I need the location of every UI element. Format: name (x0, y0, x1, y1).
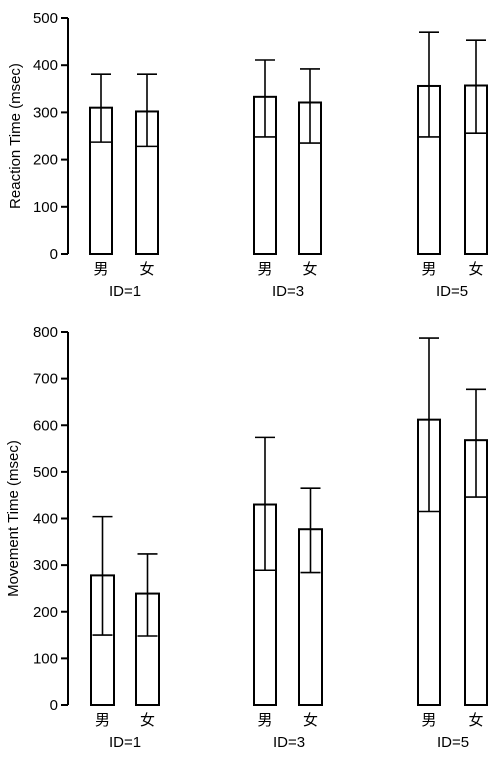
category-label: 男 (421, 261, 436, 278)
y-tick-label: 400 (33, 57, 58, 74)
y-tick-label: 600 (33, 417, 58, 434)
category-label: 女 (468, 711, 483, 729)
y-tick-label: 800 (33, 324, 58, 341)
bar-group-1: 男 女 ID=1 (90, 515, 160, 751)
group-label: ID=1 (109, 734, 141, 751)
category-label: 男 (93, 261, 108, 278)
y-tick-label: 100 (33, 650, 58, 667)
y-tick-label: 300 (33, 104, 58, 121)
bar-group-1: 男 女 ID=1 (89, 73, 159, 300)
y-tick-label: 300 (33, 557, 58, 574)
y-tick-label: 400 (33, 511, 58, 528)
y-tick-label: 0 (50, 697, 58, 714)
y-tick-label: 700 (33, 371, 58, 388)
group-label: ID=3 (272, 283, 304, 300)
category-label: 男 (421, 712, 436, 729)
category-label: 女 (303, 711, 318, 729)
y-axis-title: Movement Time (msec) (5, 440, 22, 597)
category-label: 男 (95, 712, 110, 729)
bar-group-2: 男 女 ID=3 (253, 59, 322, 300)
y-tick-label: 200 (33, 152, 58, 169)
category-label: 女 (139, 260, 154, 278)
chart-panel-2: 0 100 200 300 400 500 600 700 800 Movement Time (… (5, 324, 488, 751)
group-label: ID=3 (273, 734, 305, 751)
category-label: 女 (140, 711, 155, 729)
bar-group-3: 男 女ID=5 (417, 31, 488, 300)
y-tick-label: 100 (33, 199, 58, 216)
category-label: 女 (468, 260, 483, 278)
y-tick-label: 500 (33, 10, 58, 27)
bar-group-2: 男 女 ID=3 (253, 436, 323, 751)
y-tick-label: 0 (50, 246, 58, 263)
y-tick-label: 500 (33, 464, 58, 481)
bar-group-3: 男 女 ID=5 (417, 337, 488, 751)
y-axis-title: Reaction Time (msec) (7, 63, 24, 209)
category-label: 男 (257, 712, 272, 729)
category-label: 女 (302, 260, 317, 278)
group-label: ID=5 (436, 283, 468, 300)
y-tick-label: 200 (33, 604, 58, 621)
category-label: 男 (257, 261, 272, 278)
group-label: ID=5 (437, 734, 469, 751)
group-label: ID=1 (109, 283, 141, 300)
